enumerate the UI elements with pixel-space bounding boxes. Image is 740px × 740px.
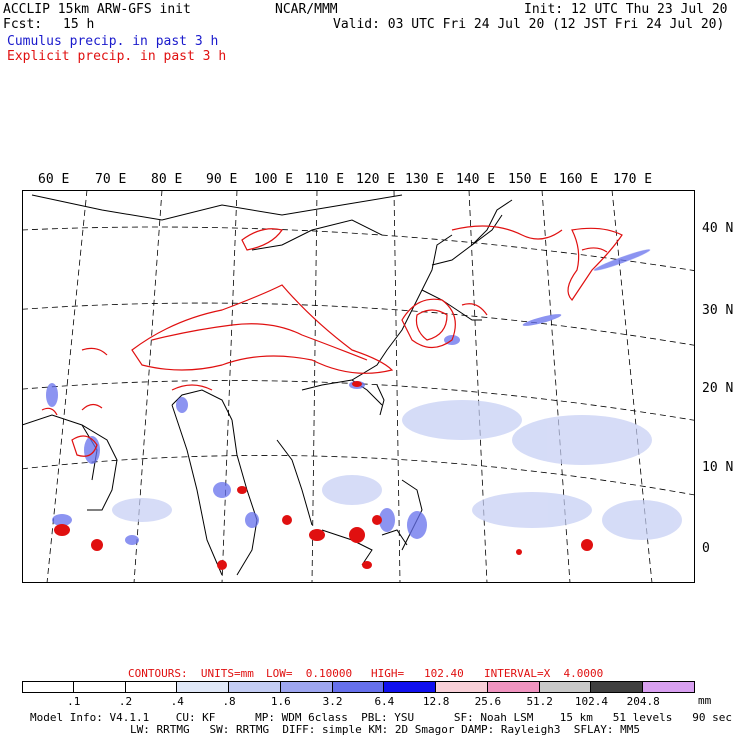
colorbar-tick: 6.4 bbox=[374, 695, 395, 708]
latitude-label: 30 N bbox=[702, 303, 734, 318]
latitude-label: 40 N bbox=[702, 221, 734, 236]
colorbar bbox=[22, 681, 695, 693]
forecast-label: Fcst: bbox=[3, 17, 43, 32]
coastlines bbox=[22, 194, 513, 576]
colorbar-tick: 51.2 bbox=[526, 695, 553, 708]
graticule bbox=[22, 190, 695, 583]
precip-map bbox=[22, 190, 695, 583]
latitude-label: 10 N bbox=[702, 460, 734, 475]
colorbar-cell bbox=[229, 681, 281, 693]
longitude-label: 120 E bbox=[356, 172, 396, 187]
longitude-label: 70 E bbox=[95, 172, 127, 187]
valid-time: Valid: 03 UTC Fri 24 Jul 20 (12 JST Fri … bbox=[333, 17, 725, 32]
colorbar-tick: 102.4 bbox=[574, 695, 609, 708]
explicit-precip bbox=[41, 225, 623, 457]
contours-low: LOW= 0.10000 bbox=[266, 667, 353, 680]
center-label: NCAR/MMM bbox=[275, 2, 338, 17]
colorbar-unit: mm bbox=[698, 694, 712, 707]
colorbar-frame bbox=[22, 681, 695, 693]
contours-interval: INTERVAL=X 4.0000 bbox=[484, 667, 604, 680]
colorbar-tick: .4 bbox=[170, 695, 184, 708]
longitude-label: 140 E bbox=[456, 172, 496, 187]
colorbar-tick: .2 bbox=[118, 695, 133, 708]
colorbar-cell bbox=[332, 681, 385, 693]
longitude-label: 130 E bbox=[405, 172, 445, 187]
colorbar-cell bbox=[73, 681, 126, 693]
colorbar-cell bbox=[177, 681, 230, 693]
longitude-label: 60 E bbox=[38, 172, 70, 187]
explicit-precip-cores bbox=[54, 381, 593, 570]
init-time: Init: 12 UTC Thu 23 Jul 20 bbox=[524, 2, 728, 17]
cumulus-legend: Cumulus precip. in past 3 h bbox=[7, 34, 219, 49]
longitude-label: 90 E bbox=[206, 172, 238, 187]
colorbar-tick: .8 bbox=[222, 695, 236, 708]
explicit-legend: Explicit precip. in past 3 h bbox=[7, 49, 227, 64]
colorbar-tick: 3.2 bbox=[322, 695, 343, 708]
latitude-label: 0 bbox=[702, 541, 710, 556]
colorbar-cell bbox=[591, 681, 644, 693]
model-title: ACCLIP 15km ARW-GFS init bbox=[3, 2, 191, 17]
colorbar-tick: .1 bbox=[67, 695, 81, 708]
colorbar-cell bbox=[384, 681, 437, 693]
model-info-line1: Model Info: V4.1.1 CU: KF MP: WDM 6class… bbox=[30, 711, 732, 724]
longitude-label: 150 E bbox=[508, 172, 548, 187]
colorbar-cell bbox=[539, 681, 592, 693]
longitude-label: 80 E bbox=[151, 172, 183, 187]
contours-units: CONTOURS: UNITS=mm bbox=[128, 667, 254, 680]
model-info-line2: LW: RRTMG SW: RRTMG DIFF: simple KM: 2D … bbox=[130, 723, 640, 736]
colorbar-cell bbox=[436, 681, 488, 693]
longitude-label: 160 E bbox=[559, 172, 599, 187]
colorbar-cell bbox=[487, 681, 540, 693]
colorbar-tick: 12.8 bbox=[422, 695, 450, 708]
latitude-label: 20 N bbox=[702, 381, 734, 396]
colorbar-cell bbox=[22, 681, 74, 693]
colorbar-cell bbox=[280, 681, 333, 693]
colorbar-tick: 204.8 bbox=[626, 695, 660, 708]
colorbar-cell bbox=[125, 681, 178, 693]
longitude-label: 110 E bbox=[305, 172, 345, 187]
contours-high: HIGH= 102.40 bbox=[371, 667, 464, 680]
colorbar-tick: 1.6 bbox=[270, 695, 291, 708]
longitude-label: 100 E bbox=[254, 172, 294, 187]
light-precip bbox=[112, 400, 682, 540]
colorbar-tick: 25.6 bbox=[474, 695, 502, 708]
longitude-label: 170 E bbox=[613, 172, 653, 187]
forecast-hour: 15 h bbox=[63, 17, 95, 32]
